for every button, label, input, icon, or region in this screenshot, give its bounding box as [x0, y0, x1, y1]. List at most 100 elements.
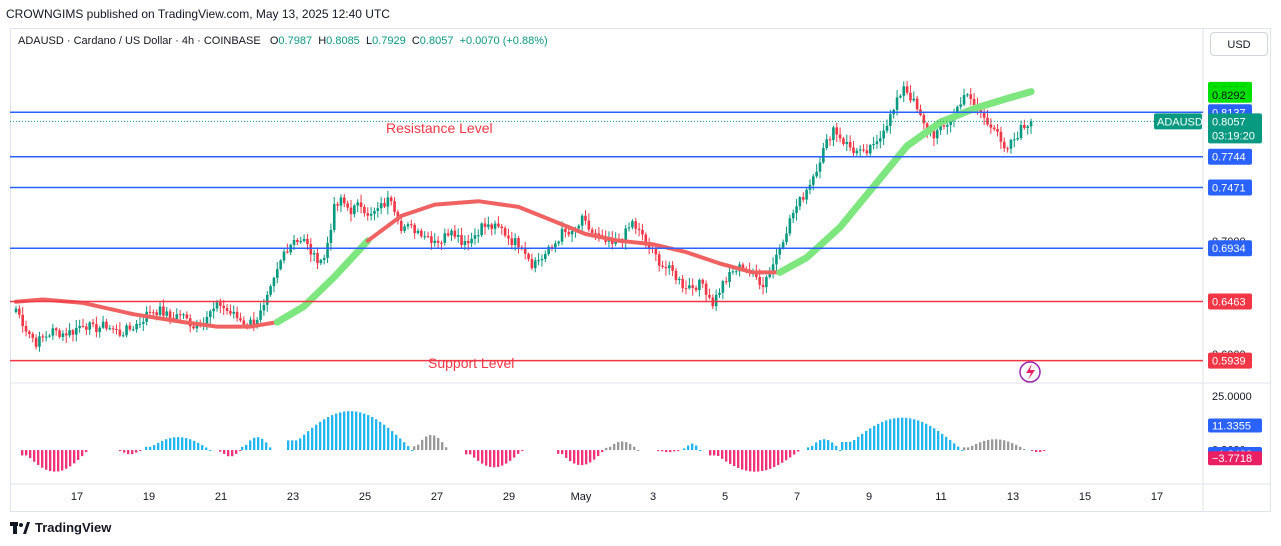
candle-body — [239, 318, 242, 321]
candle — [232, 305, 236, 319]
level-price-tag — [1208, 148, 1252, 165]
histogram-bar — [657, 450, 660, 452]
candle — [359, 194, 363, 214]
candle — [212, 302, 215, 319]
histogram-bar — [465, 450, 468, 455]
candle-body — [101, 321, 105, 328]
candle — [1016, 131, 1019, 141]
candle — [225, 304, 229, 315]
candle-body — [343, 197, 346, 204]
candle-body — [594, 232, 597, 234]
candle — [282, 249, 286, 264]
tradingview-brand[interactable]: TradingView — [10, 520, 111, 535]
histogram-bar — [177, 437, 180, 451]
resistance-annotation: Resistance Level — [386, 120, 493, 136]
candle — [778, 244, 782, 260]
candle-body — [527, 253, 530, 259]
candle — [175, 308, 179, 321]
candle-body — [544, 253, 547, 259]
candle-body — [855, 150, 859, 154]
histogram-bar — [827, 440, 830, 451]
candle-body — [460, 234, 463, 245]
histogram-bar — [995, 439, 998, 451]
histogram-bar — [57, 450, 60, 472]
candle — [962, 88, 966, 107]
candle — [523, 241, 527, 260]
candle — [302, 234, 306, 243]
level-price-tag — [1208, 240, 1252, 257]
candle — [420, 228, 423, 239]
candle-body — [915, 98, 919, 110]
candle-body — [721, 281, 725, 293]
histogram-bar — [757, 450, 760, 472]
x-tick-label: 7 — [794, 491, 800, 503]
histogram-bar — [909, 418, 912, 451]
moving-average-down — [14, 297, 280, 329]
candle — [912, 91, 916, 102]
candle-body — [426, 236, 430, 238]
histogram-bar — [581, 450, 584, 466]
candle-body — [718, 292, 721, 295]
candle-body — [410, 224, 413, 226]
currency-button[interactable]: USD — [1210, 32, 1268, 56]
candle — [889, 109, 892, 134]
candle-body — [788, 218, 792, 234]
histogram-bar — [945, 436, 948, 451]
histogram-bar — [299, 438, 302, 451]
candle-body — [560, 228, 564, 242]
histogram-bar — [383, 424, 386, 451]
histogram-bar — [135, 450, 138, 453]
candle — [108, 324, 112, 331]
candle-body — [219, 302, 222, 306]
oscillator-label: 25.0000 — [1212, 391, 1252, 403]
candle-body — [242, 320, 246, 325]
x-tick-label: 9 — [866, 491, 872, 503]
histogram-bar — [793, 450, 796, 455]
candle-body — [540, 258, 544, 261]
candle-body — [269, 286, 272, 295]
histogram-bar — [901, 417, 904, 451]
candle-body — [152, 312, 155, 314]
histogram-bar — [673, 450, 676, 452]
candle-body — [684, 288, 688, 290]
candle-body — [587, 220, 591, 230]
histogram-bar — [917, 420, 920, 451]
candle — [353, 204, 356, 218]
histogram-bar — [355, 411, 358, 451]
candle-body — [319, 259, 323, 264]
level-price-label: 0.7471 — [1212, 183, 1246, 195]
histogram-bar — [21, 450, 24, 456]
candle-body — [909, 92, 912, 101]
candle — [71, 329, 75, 342]
candle-body — [255, 319, 259, 326]
candle-body — [858, 149, 862, 151]
histogram-bar — [885, 420, 888, 451]
candle-body — [158, 306, 162, 316]
candle-body — [490, 224, 493, 229]
histogram-bar — [807, 447, 810, 451]
candle-body — [664, 266, 668, 269]
candle-body — [781, 242, 785, 248]
candle-body — [279, 260, 282, 270]
histogram-bar — [311, 427, 314, 451]
candle — [855, 147, 859, 156]
candle-body — [302, 238, 306, 242]
histogram-bar — [265, 442, 268, 451]
candle — [527, 252, 530, 262]
histogram-bar — [835, 445, 838, 451]
histogram-bar — [699, 450, 702, 452]
candle — [373, 207, 376, 221]
histogram-bar — [1035, 450, 1038, 452]
histogram-bar — [387, 427, 390, 451]
candle-body — [972, 98, 976, 105]
candle-body — [389, 197, 393, 202]
histogram-bar — [303, 434, 306, 451]
histogram-bar — [335, 413, 338, 451]
candle — [1013, 132, 1016, 148]
candle — [624, 224, 627, 250]
candle — [493, 220, 497, 235]
histogram-bar — [53, 450, 56, 472]
candle — [584, 210, 587, 225]
histogram-bar — [85, 450, 88, 453]
